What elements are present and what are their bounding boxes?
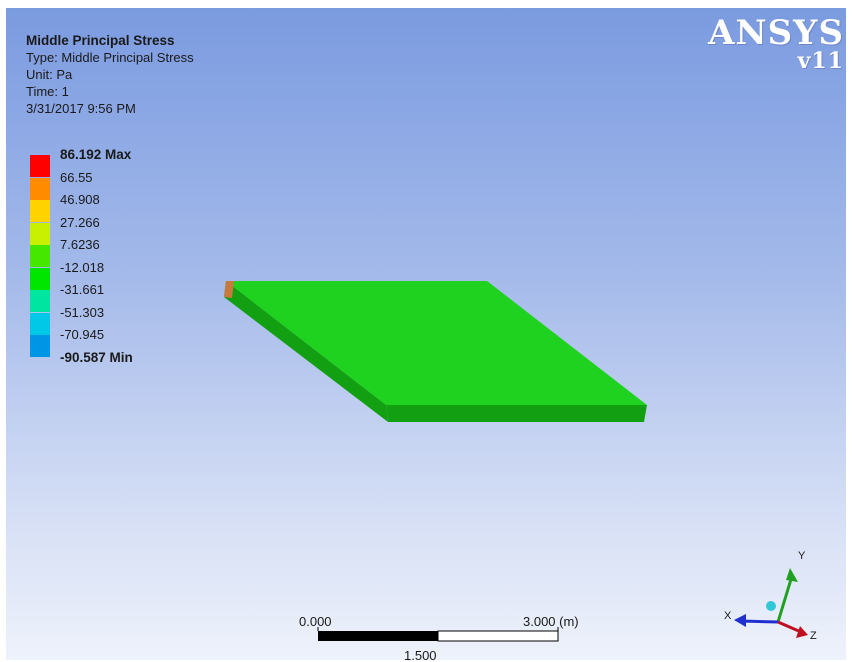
scale-bar <box>317 627 559 642</box>
triad-y-label: Y <box>798 550 806 562</box>
legend-label: -70.945 <box>60 327 105 342</box>
legend-label: -51.303 <box>60 304 105 320</box>
model-view <box>224 281 808 642</box>
result-type: Type: Middle Principal Stress <box>26 50 194 65</box>
triad-y-axis <box>776 575 794 623</box>
logo-version: v11 <box>797 48 844 74</box>
legend-label: 66.55 <box>60 169 93 185</box>
result-title: Middle Principal Stress <box>26 33 175 48</box>
legend-band <box>30 177 50 200</box>
legend-label: -12.018 <box>60 259 105 275</box>
result-unit: Unit: Pa <box>26 67 73 82</box>
graphics-viewport[interactable]: Middle Principal Stress Type: Middle Pri… <box>6 8 846 660</box>
triad-x-arrowhead <box>734 614 746 627</box>
scale-left-label: 0.000 <box>299 614 332 629</box>
plate-side-face[interactable] <box>224 281 388 422</box>
scale-bar-black <box>318 631 438 641</box>
legend-band <box>30 312 50 335</box>
legend-band <box>30 200 50 222</box>
triad-y-arrowhead <box>786 568 798 582</box>
legend-label: -90.587 Min <box>60 349 133 365</box>
legend-band <box>30 335 50 357</box>
legend-label: 27.266 <box>60 214 100 230</box>
triad-z-axis <box>777 620 802 634</box>
legend-band <box>30 290 50 312</box>
plate-corner-hotspot <box>224 281 234 298</box>
triad-x-label: X <box>724 610 732 622</box>
legend-label: 46.908 <box>60 192 100 207</box>
ansys-logo: ANSYS v11 <box>708 16 844 72</box>
axis-triad[interactable] <box>734 568 808 638</box>
scale-mid-label: 1.500 <box>404 648 437 660</box>
result-time: Time: 1 <box>26 84 69 99</box>
triad-z-arrowhead <box>796 626 808 638</box>
result-info: Middle Principal Stress Type: Middle Pri… <box>26 32 194 117</box>
legend-band <box>30 155 50 177</box>
legend-band <box>30 245 50 267</box>
scale-right-label: 3.000 (m) <box>523 614 579 629</box>
triad-iso-ball[interactable] <box>766 601 776 611</box>
legend-label: 86.192 Max <box>60 147 132 162</box>
scale-bar-white <box>437 630 559 642</box>
logo-name: ANSYS <box>708 13 844 53</box>
result-date: 3/31/2017 9:56 PM <box>26 101 136 116</box>
plate-front-face[interactable] <box>386 405 647 422</box>
triad-z-label: Z <box>810 630 817 642</box>
plate-top-face[interactable] <box>226 281 647 405</box>
legend-label: 7.6236 <box>60 237 100 252</box>
legend-band <box>30 222 50 245</box>
legend-band <box>30 267 50 290</box>
triad-x-axis <box>740 619 779 624</box>
legend-label: -31.661 <box>60 282 105 297</box>
